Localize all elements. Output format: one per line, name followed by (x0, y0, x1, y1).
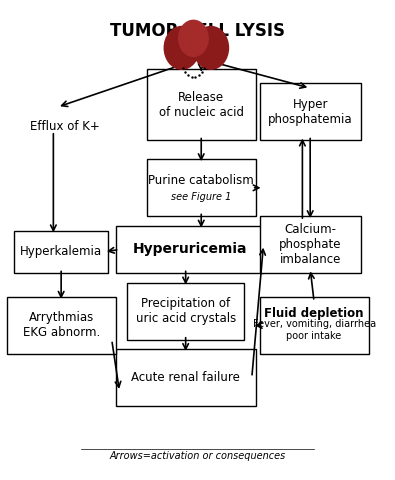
Text: Arrythmias
EKG abnorm.: Arrythmias EKG abnorm. (23, 312, 100, 339)
FancyBboxPatch shape (260, 216, 361, 273)
Text: Hyper
phosphatemia: Hyper phosphatemia (268, 98, 352, 126)
Text: Fever, vomiting, diarrhea
poor intake: Fever, vomiting, diarrhea poor intake (252, 319, 376, 341)
Text: see Figure 1: see Figure 1 (171, 192, 231, 202)
FancyBboxPatch shape (116, 226, 263, 273)
FancyBboxPatch shape (15, 230, 108, 273)
Text: Calcium-
phosphate
imbalance: Calcium- phosphate imbalance (279, 223, 341, 266)
Text: Efflux of K+: Efflux of K+ (30, 120, 100, 132)
Text: Arrows=activation or consequences: Arrows=activation or consequences (109, 451, 286, 461)
FancyBboxPatch shape (127, 283, 244, 340)
Circle shape (179, 20, 208, 56)
Circle shape (194, 26, 228, 69)
Text: Release
of nucleic acid: Release of nucleic acid (159, 91, 244, 119)
FancyBboxPatch shape (116, 349, 256, 406)
Text: Hyperkalemia: Hyperkalemia (20, 245, 102, 258)
FancyBboxPatch shape (147, 69, 256, 140)
FancyBboxPatch shape (260, 84, 361, 140)
Text: Precipitation of
uric acid crystals: Precipitation of uric acid crystals (135, 297, 236, 325)
Text: Acute renal failure: Acute renal failure (131, 371, 240, 384)
FancyBboxPatch shape (147, 159, 256, 216)
Circle shape (164, 26, 199, 69)
FancyBboxPatch shape (7, 297, 116, 354)
Text: Fluid depletion: Fluid depletion (264, 307, 364, 320)
Text: Hyperuricemia: Hyperuricemia (132, 242, 247, 256)
Text: TUMOR CELL LYSIS: TUMOR CELL LYSIS (110, 22, 285, 40)
FancyBboxPatch shape (260, 297, 369, 354)
Text: Purine catabolism: Purine catabolism (149, 174, 254, 187)
